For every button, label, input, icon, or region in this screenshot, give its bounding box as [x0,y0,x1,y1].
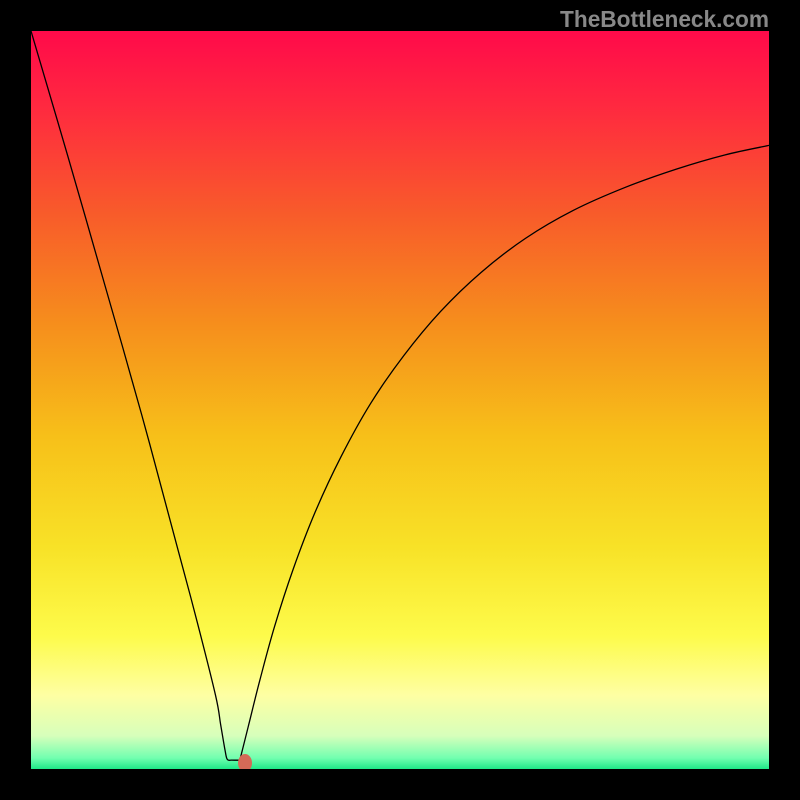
plot-area [31,31,769,769]
watermark-text: TheBottleneck.com [560,6,769,33]
bottleneck-curve [31,31,769,769]
optimal-point-marker [238,754,252,769]
curve-path [31,31,769,760]
